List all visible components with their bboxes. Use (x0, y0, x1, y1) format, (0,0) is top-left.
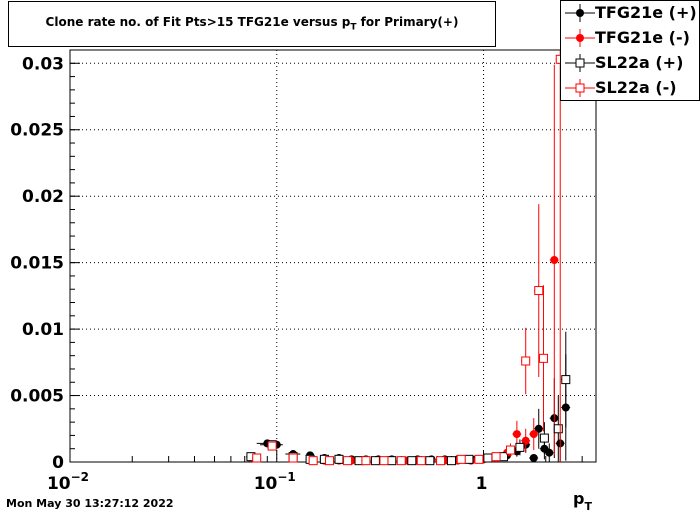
data-point (521, 356, 531, 366)
data-point (407, 456, 417, 466)
legend-marker-black-circle-icon (565, 4, 595, 22)
data-point (288, 453, 298, 463)
y-axis-ticks: 0 0.005 0.01 0.015 0.02 0.025 0.03 (10, 49, 80, 473)
legend-entry-sl22a-plus: SL22a (+) (561, 52, 700, 76)
data-point (539, 433, 549, 443)
data-point (538, 353, 548, 363)
data-point (436, 456, 446, 466)
chart-title: Clone rate no. of Fit Pts>15 TFG21e vers… (45, 15, 459, 33)
data-point (529, 454, 538, 463)
data-point (456, 454, 466, 464)
series-tfg21e- (246, 64, 559, 465)
legend-label: TFG21e (-) (595, 28, 690, 47)
data-point (387, 456, 397, 466)
data-point (534, 424, 543, 433)
legend-label: SL22a (+) (595, 53, 684, 72)
data-point (343, 456, 353, 466)
y-tick-label: 0.01 (22, 320, 64, 340)
data-point (379, 456, 389, 466)
data-point (491, 452, 501, 462)
y-tick-label: 0 (52, 453, 64, 473)
y-tick-label: 0.02 (22, 187, 64, 207)
data-point (416, 456, 426, 466)
data-point (512, 430, 521, 439)
y-tick-label: 0.015 (10, 254, 64, 274)
data-point (267, 441, 277, 451)
chart-title-box: Clone rate no. of Fit Pts>15 TFG21e vers… (8, 1, 496, 47)
x-tick-label: 10−1 (254, 470, 296, 494)
data-point (515, 442, 525, 452)
data-point (334, 454, 344, 464)
x-tick-label: 1 (476, 474, 488, 494)
data-point (474, 454, 484, 464)
y-tick-label: 0.005 (10, 387, 64, 407)
legend-label: SL22a (-) (595, 78, 677, 97)
legend-entry-sl22a-minus: SL22a (-) (561, 77, 700, 101)
legend-label: TFG21e (+) (595, 3, 697, 22)
data-point (464, 454, 474, 464)
legend-marker-black-square-icon (565, 54, 595, 72)
data-point (446, 456, 456, 466)
data-point (505, 445, 515, 455)
legend-entry-tfg21e-minus: TFG21e (-) (561, 27, 700, 51)
data-point (534, 286, 544, 296)
data-point (545, 448, 554, 457)
legend-marker-red-square-icon (565, 79, 595, 97)
y-tick-label: 0.03 (22, 54, 64, 74)
data-point (361, 456, 371, 466)
legend-entry-tfg21e-plus: TFG21e (+) (561, 2, 700, 26)
data-point (425, 456, 435, 466)
data-point (396, 456, 406, 466)
x-axis-label: pT (573, 489, 592, 513)
data-point (325, 456, 335, 466)
data-point (308, 456, 318, 466)
series-sl22a- (246, 331, 571, 466)
x-tick-label: 10−2 (47, 470, 89, 494)
data-point (370, 456, 380, 466)
series-sl22a- (252, 50, 565, 466)
data-point (553, 424, 563, 434)
data-point (550, 255, 559, 264)
data-point (561, 375, 571, 385)
grid-lines (70, 50, 596, 462)
plot-frame (69, 49, 597, 463)
data-point (252, 453, 262, 463)
timestamp: Mon May 30 13:27:12 2022 (6, 497, 174, 510)
data-point (483, 453, 493, 463)
y-tick-label: 0.025 (10, 121, 64, 141)
data-point (529, 430, 538, 439)
legend: TFG21e (+) TFG21e (-) SL22a (+) SL22a (-… (560, 0, 700, 101)
data-point (521, 436, 530, 445)
data-series (246, 50, 571, 466)
legend-marker-red-circle-icon (565, 29, 595, 47)
